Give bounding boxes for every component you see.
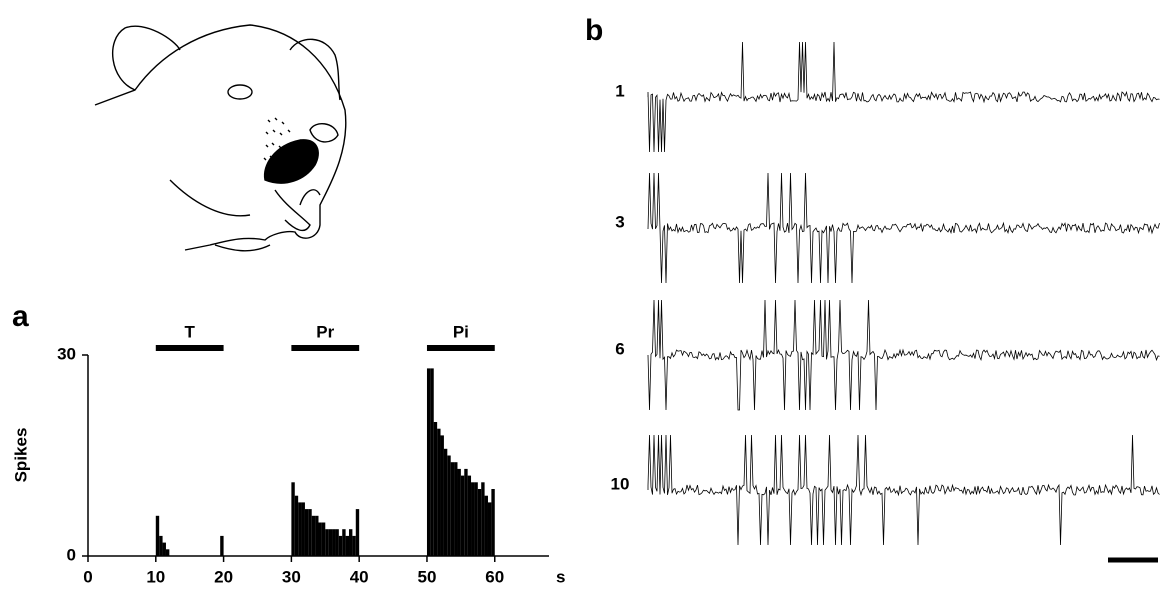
bar xyxy=(454,462,458,556)
bar xyxy=(450,462,455,556)
trace-label: 10 xyxy=(611,474,630,493)
bar xyxy=(433,422,438,556)
spike-trace xyxy=(647,299,1160,411)
spike-trace xyxy=(647,172,1160,284)
bar xyxy=(349,529,353,556)
bar xyxy=(294,495,299,556)
panel-label: a xyxy=(12,300,29,333)
y-tick-label: 0 xyxy=(67,545,76,564)
trace-label: 1 xyxy=(615,81,624,100)
x-tick-label: 40 xyxy=(350,567,369,586)
bar xyxy=(311,515,316,556)
x-tick-label: 50 xyxy=(418,567,437,586)
bar xyxy=(291,482,295,556)
bar xyxy=(342,529,346,556)
bar xyxy=(155,515,160,556)
bar xyxy=(426,368,431,556)
bar xyxy=(443,448,448,556)
bar xyxy=(447,455,451,556)
bar xyxy=(430,368,434,556)
spike-trace xyxy=(647,434,1160,546)
bar xyxy=(481,482,485,556)
x-tick-label: 0 xyxy=(83,567,92,586)
x-axis-unit: s xyxy=(556,567,565,586)
bar xyxy=(467,475,472,556)
bar xyxy=(338,535,343,556)
bar xyxy=(159,535,163,556)
bar xyxy=(477,489,482,556)
bar xyxy=(304,509,309,556)
bar xyxy=(491,489,495,556)
bar xyxy=(484,495,488,556)
bar xyxy=(437,428,441,556)
bar xyxy=(487,502,492,556)
bar xyxy=(321,522,326,556)
bar xyxy=(165,549,170,556)
x-tick-label: 10 xyxy=(146,567,165,586)
bar xyxy=(308,509,312,556)
y-axis-label: Spikes xyxy=(11,428,30,483)
bar xyxy=(460,475,465,556)
stimulus-label: Pr xyxy=(316,322,334,341)
bar xyxy=(318,522,322,556)
y-tick-label: 30 xyxy=(57,344,76,363)
x-tick-label: 20 xyxy=(214,567,233,586)
bar xyxy=(440,435,444,556)
bar xyxy=(301,502,305,556)
bar xyxy=(355,509,360,556)
bar xyxy=(335,529,339,556)
bar xyxy=(457,468,461,556)
trace-label: 3 xyxy=(615,212,624,231)
x-tick-label: 60 xyxy=(485,567,504,586)
spike-trace xyxy=(647,41,1160,153)
bar xyxy=(345,535,350,556)
stimulus-label: T xyxy=(184,322,195,341)
bar xyxy=(162,542,166,556)
x-tick-label: 30 xyxy=(282,567,301,586)
bar xyxy=(471,482,475,556)
bar xyxy=(325,529,329,556)
panel-label: b xyxy=(585,14,603,47)
bar xyxy=(328,529,333,556)
bar xyxy=(464,468,468,556)
rat-drawing xyxy=(94,24,347,252)
bar xyxy=(315,515,319,556)
bar xyxy=(332,529,336,556)
trace-label: 6 xyxy=(615,339,624,358)
stimulus-label: Pi xyxy=(453,322,469,341)
bar xyxy=(220,535,224,556)
bar xyxy=(298,502,302,556)
bar xyxy=(474,482,478,556)
bar xyxy=(352,535,356,556)
